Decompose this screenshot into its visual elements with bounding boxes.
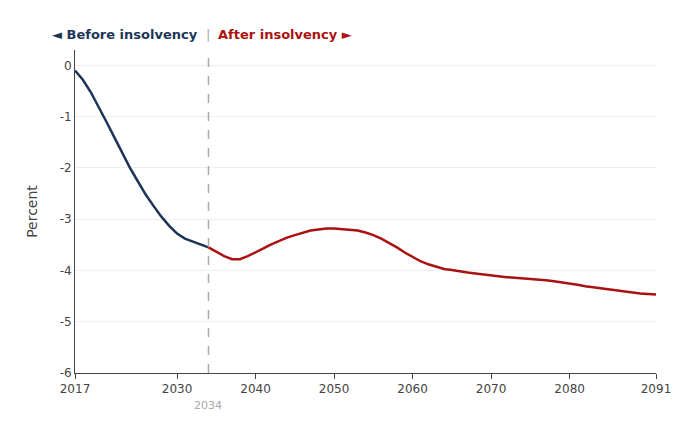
svg-text:After insolvency ►: After insolvency ► — [218, 27, 352, 42]
svg-text:|: | — [206, 27, 210, 42]
svg-text:2091: 2091 — [641, 382, 672, 396]
svg-text:-5: -5 — [60, 315, 72, 329]
svg-text:-3: -3 — [60, 212, 72, 226]
svg-text:◄ Before insolvency: ◄ Before insolvency — [52, 27, 198, 42]
svg-text:2040: 2040 — [240, 382, 271, 396]
svg-text:-4: -4 — [60, 264, 72, 278]
svg-text:2030: 2030 — [162, 382, 193, 396]
svg-text:2080: 2080 — [554, 382, 585, 396]
svg-text:2034: 2034 — [194, 399, 222, 412]
svg-text:2017: 2017 — [60, 382, 91, 396]
svg-text:2050: 2050 — [319, 382, 350, 396]
svg-text:-6: -6 — [60, 366, 72, 380]
svg-text:-1: -1 — [60, 110, 72, 124]
svg-text:0: 0 — [64, 59, 72, 73]
svg-text:-2: -2 — [60, 161, 72, 175]
svg-text:2070: 2070 — [476, 382, 507, 396]
svg-text:Percent: Percent — [24, 185, 40, 238]
svg-text:2060: 2060 — [397, 382, 428, 396]
